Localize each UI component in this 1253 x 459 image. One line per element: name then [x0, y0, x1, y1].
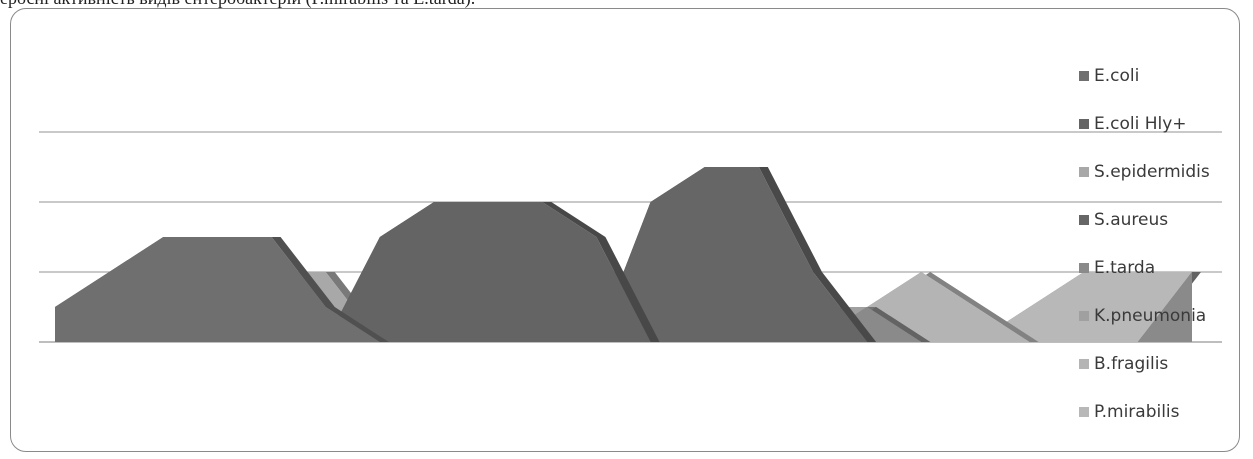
- legend-label: E.coli: [1094, 66, 1140, 86]
- legend-item: S.epidermidis: [1079, 161, 1210, 183]
- chart-frame: E.coli E.coli Hly+ S.epidermidis S.aureus E.…: [10, 8, 1240, 452]
- series-s-aureus: [596, 166, 877, 342]
- legend-swatch: [1079, 167, 1089, 177]
- legend-label: P.mirabilis: [1094, 402, 1180, 422]
- legend-item: E.coli: [1079, 65, 1139, 87]
- legend-item: E.coli Hly+: [1079, 113, 1187, 135]
- chart-plot: [39, 131, 1222, 343]
- legend-swatch: [1079, 359, 1089, 369]
- legend-item: K.pneumonia: [1079, 305, 1206, 327]
- legend-swatch: [1079, 263, 1089, 273]
- legend-label: B.fragilis: [1094, 354, 1169, 374]
- legend-label: S.epidermidis: [1094, 162, 1210, 182]
- legend-swatch: [1079, 407, 1089, 417]
- series-e-coli-hly-: [325, 201, 660, 342]
- legend-label: E.coli Hly+: [1094, 114, 1187, 134]
- legend-label: S.aureus: [1094, 210, 1169, 230]
- area-face: [596, 167, 868, 342]
- series-e-coli: [54, 236, 389, 342]
- legend-item: E.tarda: [1079, 257, 1155, 279]
- legend-label: K.pneumonia: [1094, 306, 1207, 326]
- area-face: [975, 272, 1192, 342]
- legend-swatch: [1079, 71, 1089, 81]
- area-face: [55, 237, 380, 342]
- legend-swatch: [1079, 119, 1089, 129]
- legend-swatch: [1079, 215, 1089, 225]
- figure-caption: еросні активність видів ентеробактерій (…: [0, 0, 900, 10]
- legend-swatch: [1079, 311, 1089, 321]
- legend-item: P.mirabilis: [1079, 401, 1180, 423]
- legend-label: E.tarda: [1094, 258, 1156, 278]
- legend-item: S.aureus: [1079, 209, 1168, 231]
- area-face: [325, 202, 651, 342]
- legend-item: B.fragilis: [1079, 353, 1168, 375]
